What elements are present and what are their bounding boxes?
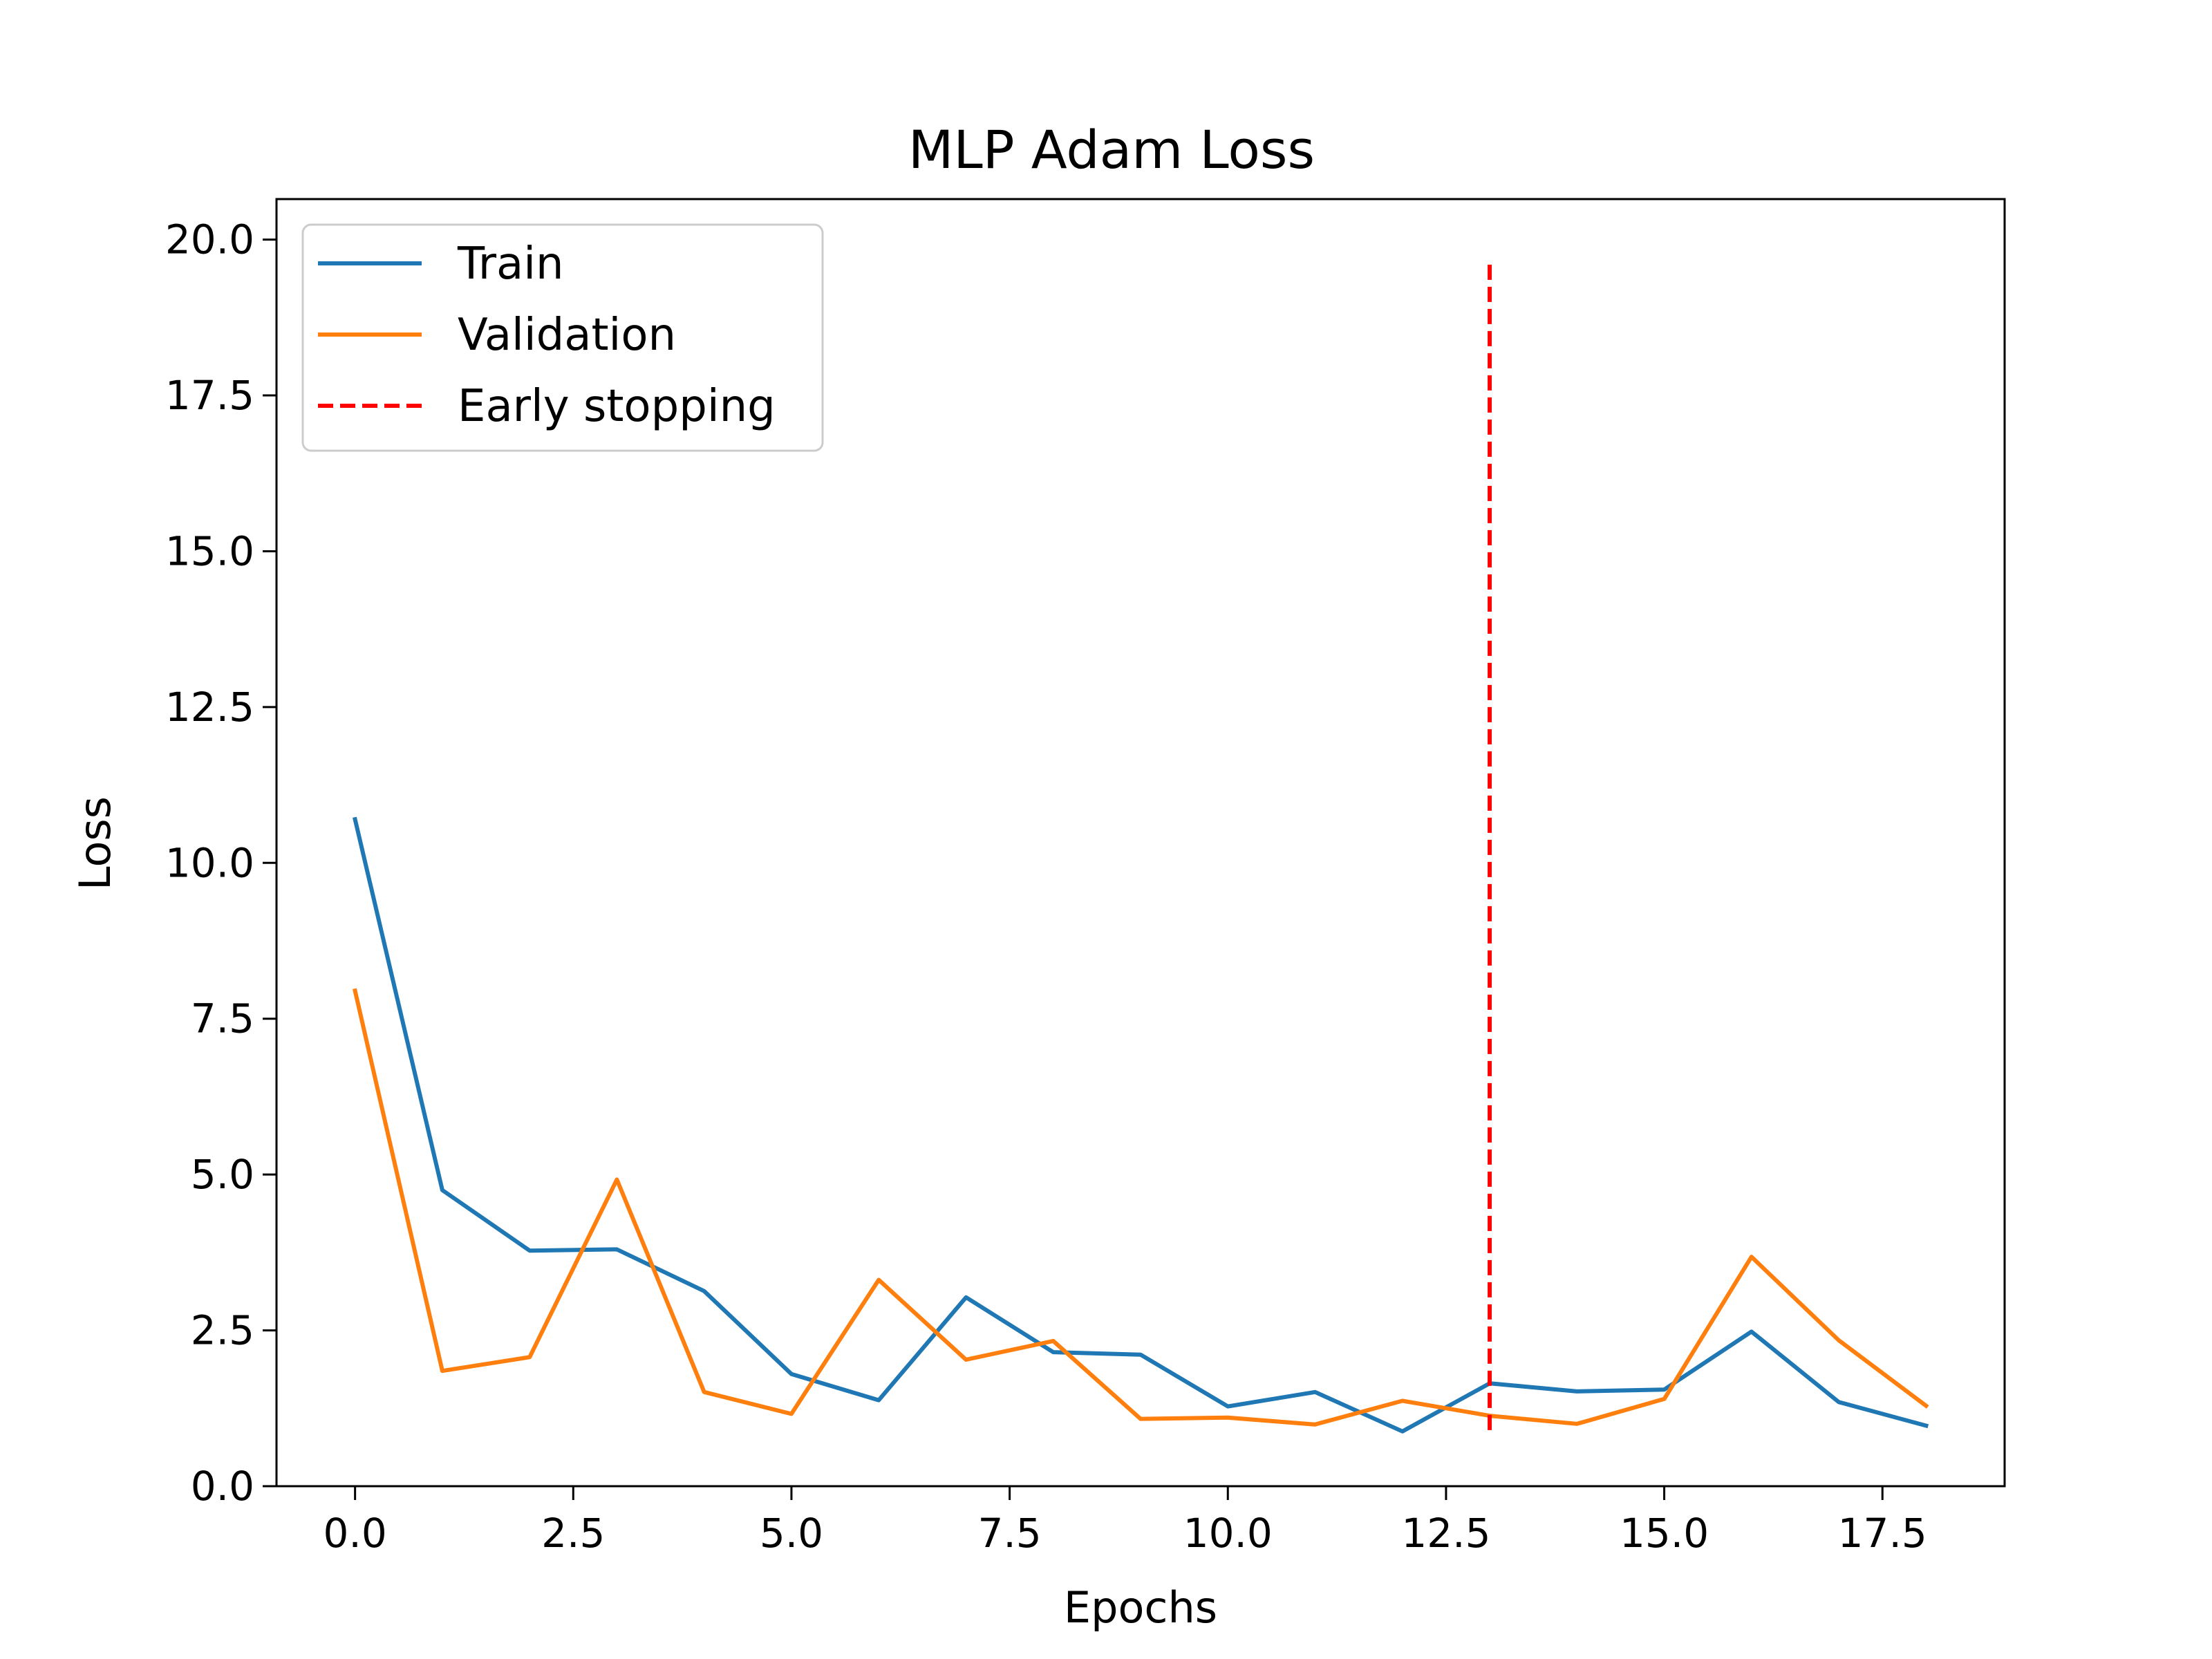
x-tick-label: 5.0 <box>760 1510 823 1557</box>
y-tick-label: 10.0 <box>165 839 254 886</box>
legend-label-train: Train <box>457 238 564 290</box>
y-tick-label: 20.0 <box>165 216 254 263</box>
x-tick-label: 10.0 <box>1183 1510 1273 1557</box>
y-axis-ticks: 0.0 2.5 5.0 7.5 10.0 12.5 15.0 17.5 20.0 <box>165 216 276 1510</box>
y-tick-label: 0.0 <box>191 1463 254 1510</box>
chart-title: MLP Adam Loss <box>908 119 1315 180</box>
y-tick-label: 15.0 <box>165 527 254 574</box>
legend: Train Validation Early stopping <box>301 223 824 452</box>
x-axis-ticks: 0.0 2.5 5.0 7.5 10.0 12.5 15.0 17.5 <box>324 1486 1927 1557</box>
legend-box <box>301 223 824 452</box>
legend-label-validation: Validation <box>458 310 676 361</box>
y-tick-label: 17.5 <box>165 372 254 419</box>
x-tick-label: 7.5 <box>977 1510 1041 1557</box>
plot-frame <box>275 198 2006 1488</box>
x-tick-label: 0.0 <box>324 1510 387 1557</box>
x-tick-label: 2.5 <box>541 1510 605 1557</box>
y-tick-label: 5.0 <box>191 1151 254 1198</box>
series-line-validation <box>353 988 1929 1427</box>
y-tick-label: 12.5 <box>165 684 254 731</box>
series-line-train <box>352 816 1929 1434</box>
x-tick-label: 12.5 <box>1401 1510 1490 1557</box>
x-tick-label: 15.0 <box>1620 1510 1709 1557</box>
x-tick-label: 17.5 <box>1838 1510 1927 1557</box>
series-layer <box>352 258 1929 1434</box>
y-axis-label: Loss <box>70 796 120 890</box>
legend-label-early-stopping: Early stopping <box>458 381 776 432</box>
y-tick-label: 2.5 <box>191 1307 254 1354</box>
y-tick-label: 7.5 <box>191 995 254 1042</box>
x-axis-label: Epochs <box>1064 1582 1217 1633</box>
